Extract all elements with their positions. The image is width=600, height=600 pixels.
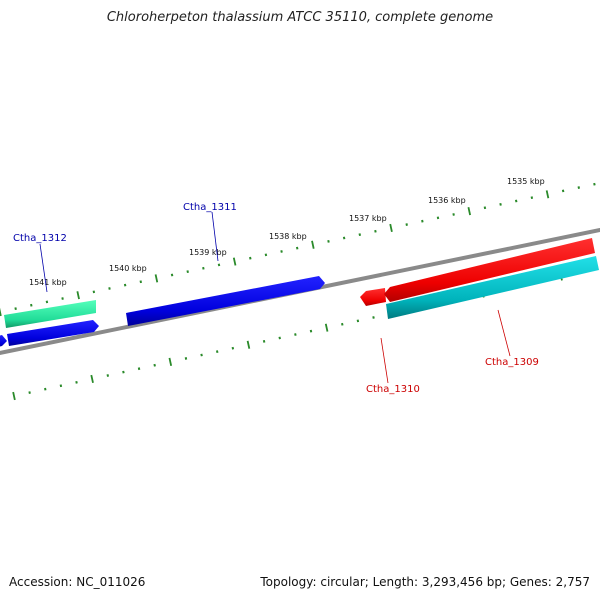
inner-ruler-minor-tick [59,384,63,388]
outer-ruler-minor-tick [593,182,596,186]
inner-ruler-minor-tick [200,353,203,357]
outer-ruler-minor-tick [561,189,565,193]
outer-ruler [0,182,596,317]
inner-ruler-major-tick [246,340,251,349]
genome-summary: Topology: circular; Length: 3,293,456 bp… [260,575,590,589]
outer-ruler-minor-tick [123,283,127,287]
outer-ruler-minor-tick [327,239,330,243]
outer-ruler-minor-tick [577,186,581,189]
gene-ctha-1311[interactable] [126,276,325,326]
inner-ruler-minor-tick [122,370,125,374]
leader-ctha-1310 [380,337,389,384]
ruler-label-1540: 1540 kbp [109,264,147,273]
outer-ruler-minor-tick [421,219,424,223]
outer-ruler-major-tick [545,190,550,199]
inner-ruler-minor-tick [44,387,47,391]
outer-ruler-minor-tick [405,223,408,226]
ruler-label-1536: 1536 kbp [428,196,466,205]
inner-ruler-major-tick [12,391,16,401]
outer-ruler-minor-tick [92,290,96,294]
outer-ruler-minor-tick [342,236,346,240]
inner-ruler-minor-tick [262,339,266,343]
inner-ruler-minor-tick [294,333,297,336]
inner-ruler-minor-tick [184,357,188,360]
outer-ruler-minor-tick [436,216,440,220]
label-ctha-1309[interactable]: Ctha_1309 [485,357,539,368]
outer-ruler-minor-tick [358,233,362,237]
inner-ruler-major-tick [168,357,173,366]
outer-ruler-minor-tick [452,213,455,216]
inner-ruler-minor-tick [278,336,281,340]
gene-ctha-1309[interactable] [384,238,595,302]
feature-teal[interactable] [386,256,599,319]
inner-ruler-minor-tick [215,350,219,353]
ruler-label-1541: 1541 kbp [29,278,67,287]
outer-ruler-minor-tick [30,303,33,307]
inner-ruler-minor-tick [372,316,375,319]
inner-ruler-major-tick [90,374,94,384]
inner-ruler-minor-tick [356,319,360,323]
inner-ruler-minor-tick [309,329,313,333]
outer-ruler-major-tick [0,307,2,317]
inner-ruler-minor-tick [341,322,344,326]
inner-ruler-minor-tick [137,367,141,371]
inner-ruler-minor-tick [28,391,31,394]
outer-ruler-minor-tick [374,229,377,233]
outer-ruler-major-tick [311,240,315,249]
outer-ruler-major-tick [232,257,237,266]
inner-ruler-major-tick [324,323,329,332]
accession-text: Accession: NC_011026 [9,575,146,589]
outer-ruler-minor-tick [108,287,111,290]
outer-ruler-major-tick [154,274,159,283]
outer-ruler-minor-tick [483,206,487,210]
inner-ruler-minor-tick [106,374,110,377]
map-title: Chloroherpeton thalassium ATCC 35110, co… [106,10,494,25]
outer-ruler-minor-tick [170,273,174,277]
gene-ctha-1310[interactable] [360,288,386,306]
inner-ruler-minor-tick [75,380,78,384]
leader-ctha-1309 [497,309,511,357]
outer-ruler-minor-tick [280,250,283,253]
outer-ruler-minor-tick [45,300,49,304]
leader-ctha-1312 [39,243,48,293]
leader-ctha-1311 [211,211,219,262]
outer-ruler-minor-tick [186,270,189,274]
outer-ruler-minor-tick [530,196,534,200]
outer-ruler-major-tick [76,291,80,300]
outer-ruler-major-tick [389,223,393,233]
ruler-label-1535: 1535 kbp [507,177,545,186]
feature-green[interactable] [4,300,96,328]
outer-ruler-minor-tick [139,280,143,284]
inner-ruler-minor-tick [231,346,235,350]
outer-ruler-minor-tick [514,199,518,203]
ruler-label-1537: 1537 kbp [349,214,387,223]
label-ctha-1310[interactable]: Ctha_1310 [366,384,420,395]
gene-left-edge[interactable] [0,335,7,347]
outer-ruler-minor-tick [499,202,502,206]
outer-ruler-minor-tick [217,263,221,267]
ruler-label-1538: 1538 kbp [269,232,307,241]
label-ctha-1312[interactable]: Ctha_1312 [13,233,67,244]
outer-ruler-minor-tick [61,297,64,300]
label-ctha-1311[interactable]: Ctha_1311 [183,202,237,213]
outer-ruler-major-tick [467,207,471,216]
ruler-labels: 1535 kbp 1536 kbp 1537 kbp 1538 kbp 1539… [29,177,545,287]
gene-ctha-1312[interactable] [7,320,99,346]
outer-ruler-minor-tick [249,256,252,260]
ruler-label-1539: 1539 kbp [189,248,227,257]
outer-ruler-minor-tick [264,253,268,257]
outer-ruler-minor-tick [295,246,299,250]
outer-ruler-minor-tick [202,266,205,270]
inner-ruler-minor-tick [153,363,156,367]
outer-ruler-minor-tick [14,307,17,311]
